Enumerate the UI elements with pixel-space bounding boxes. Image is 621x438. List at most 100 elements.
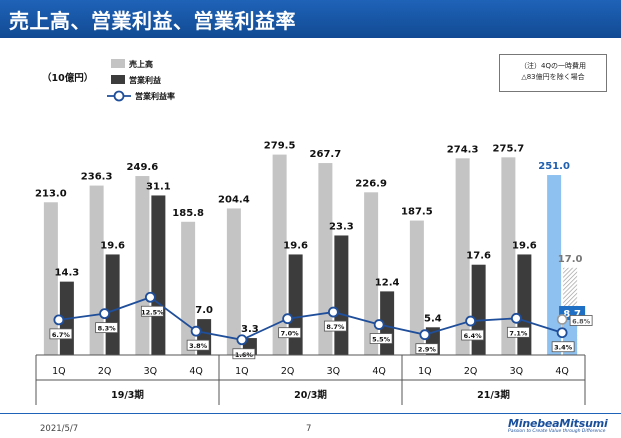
margin-marker bbox=[99, 308, 111, 320]
op-data-label: 17.6 bbox=[466, 251, 491, 262]
sales-bar bbox=[272, 154, 287, 355]
margin-data-label-box bbox=[415, 343, 439, 355]
op-income-bar bbox=[288, 254, 303, 355]
title-banner: 売上高、営業利益、営業利益率 bbox=[0, 0, 621, 38]
op-data-label: 23.3 bbox=[329, 221, 354, 232]
adjusted-margin-label-box bbox=[569, 315, 593, 326]
unit-label: （10億円） bbox=[42, 73, 94, 84]
sales-data-label: 249.6 bbox=[127, 162, 159, 173]
op-data-label: 3.3 bbox=[241, 324, 259, 335]
sales-bar bbox=[501, 157, 516, 355]
fiscal-year-label: 20/3期 bbox=[294, 389, 327, 401]
op-data-label: 19.6 bbox=[100, 240, 125, 251]
op-data-label: 7.0 bbox=[195, 305, 213, 316]
margin-data-label: 2.9% bbox=[418, 346, 437, 354]
op-data-label: 12.4 bbox=[375, 277, 400, 288]
margin-data-label-box bbox=[232, 348, 256, 360]
sales-bar bbox=[409, 220, 424, 355]
op-data-label: 19.6 bbox=[512, 240, 537, 251]
op-income-bar bbox=[151, 195, 166, 355]
legend-swatch-margin-marker bbox=[113, 90, 125, 102]
sales-data-label: 274.3 bbox=[447, 144, 479, 155]
margin-marker bbox=[144, 291, 156, 303]
op-income-bar bbox=[334, 235, 349, 355]
sales-data-label: 213.0 bbox=[35, 188, 67, 199]
legend-label-sales: 売上高 bbox=[129, 59, 153, 69]
margin-data-label-box bbox=[49, 328, 73, 340]
op-data-label: 19.6 bbox=[283, 240, 308, 251]
op-income-bar bbox=[517, 254, 532, 355]
category-tick-label: 1Q bbox=[52, 366, 66, 377]
adjusted-margin-label: 6.8% bbox=[572, 317, 591, 325]
category-tick-label: 3Q bbox=[144, 366, 158, 377]
sales-bar bbox=[135, 176, 150, 355]
sales-data-label: 267.7 bbox=[310, 149, 342, 160]
category-tick-label: 2Q bbox=[281, 366, 295, 377]
margin-data-label: 5.5% bbox=[372, 336, 391, 344]
op-income-bar bbox=[471, 264, 486, 355]
sales-data-label: 279.5 bbox=[264, 141, 296, 152]
footer-date: 2021/5/7 bbox=[40, 424, 79, 434]
margin-data-label: 7.0% bbox=[281, 330, 300, 338]
logo-wordmark: MinebeaMitsumi bbox=[508, 417, 608, 430]
category-tick-label: 3Q bbox=[510, 366, 524, 377]
sales-bar bbox=[318, 163, 333, 355]
margin-data-label: 7.1% bbox=[509, 329, 528, 337]
margin-data-label-box bbox=[140, 305, 164, 317]
category-tick-label: 1Q bbox=[235, 366, 249, 377]
margin-data-label-box bbox=[186, 339, 210, 351]
margin-data-label-box bbox=[369, 333, 393, 344]
op-data-label: 5.4 bbox=[424, 313, 442, 324]
margin-marker bbox=[327, 306, 339, 318]
margin-marker bbox=[236, 334, 248, 346]
margin-marker bbox=[556, 327, 568, 339]
fiscal-year-label: 19/3期 bbox=[111, 389, 144, 401]
page-number: 7 bbox=[306, 424, 312, 434]
margin-data-label-box bbox=[461, 329, 485, 341]
sales-data-label: 251.0 bbox=[538, 161, 570, 172]
margin-data-label: 8.7% bbox=[326, 323, 345, 331]
category-tick-label: 1Q bbox=[418, 366, 432, 377]
logo-tagline: Passion to Create Value through Differen… bbox=[508, 429, 606, 434]
margin-marker bbox=[419, 329, 431, 341]
op-income-bar bbox=[105, 254, 120, 355]
margin-marker bbox=[53, 314, 65, 326]
footnote-line-2: △83億円を除く場合 bbox=[521, 73, 585, 81]
sales-bar bbox=[455, 158, 470, 355]
category-tick-label: 4Q bbox=[372, 366, 386, 377]
op-data-label: 31.1 bbox=[146, 181, 171, 192]
adjusted-op-label: 17.0 bbox=[558, 254, 583, 265]
margin-marker bbox=[282, 313, 294, 325]
category-tick-label: 4Q bbox=[555, 366, 569, 377]
category-tick-label: 2Q bbox=[464, 366, 478, 377]
margin-data-label: 6.4% bbox=[464, 332, 483, 340]
sales-data-label: 204.4 bbox=[218, 194, 250, 205]
legend-label-op: 営業利益 bbox=[129, 75, 161, 85]
category-tick-label: 2Q bbox=[98, 366, 112, 377]
margin-data-label: 8.3% bbox=[98, 325, 117, 333]
margin-marker bbox=[190, 325, 202, 337]
sales-bar bbox=[43, 202, 58, 355]
legend-swatch-sales bbox=[111, 59, 125, 68]
fiscal-year-label: 21/3期 bbox=[477, 389, 510, 401]
margin-data-label: 3.4% bbox=[554, 344, 573, 352]
legend-swatch-op bbox=[111, 75, 125, 84]
sales-bar bbox=[364, 192, 379, 355]
sales-data-label: 226.9 bbox=[355, 178, 387, 189]
margin-data-label-box bbox=[278, 327, 302, 339]
margin-data-label-box bbox=[551, 341, 575, 353]
page-title: 売上高、営業利益、営業利益率 bbox=[9, 9, 296, 33]
sales-data-label: 187.5 bbox=[401, 207, 433, 218]
op-data-label: 14.3 bbox=[55, 268, 80, 279]
footnote-box: （注）4Qの一時費用 △83億円を除く場合 bbox=[499, 54, 607, 92]
company-logo: MinebeaMitsumi Passion to Create Value t… bbox=[508, 417, 608, 434]
margin-data-label-box bbox=[506, 326, 530, 338]
margin-data-label: 6.7% bbox=[52, 331, 71, 339]
sales-data-label: 185.8 bbox=[172, 208, 204, 219]
adjusted-margin-marker bbox=[556, 314, 568, 325]
sales-bar bbox=[226, 208, 241, 355]
margin-line bbox=[58, 296, 563, 341]
margin-data-label-box bbox=[95, 322, 119, 334]
sales-data-label: 275.7 bbox=[493, 143, 525, 154]
